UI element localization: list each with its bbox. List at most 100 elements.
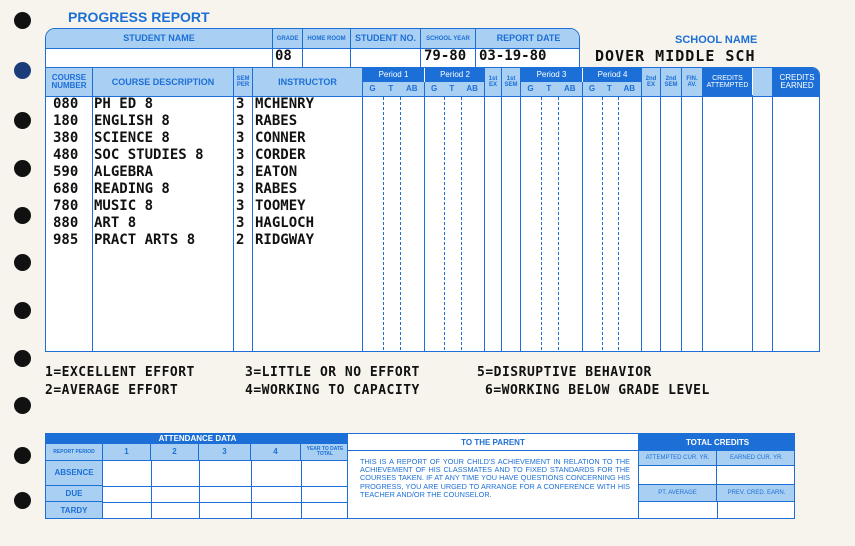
period-3-header: Period 3 [521,68,583,82]
page-title: PROGRESS REPORT [68,9,210,25]
absence-label: ABSENCE [46,461,103,486]
ab-label: AB [466,84,478,93]
honor-header [753,68,773,96]
first-sem-header: 1st SEM [502,68,521,96]
course-description: ALGEBRA [94,164,154,180]
legend-item: 3=LITTLE OR NO EFFORT [245,365,420,380]
course-sem-per: 3 [236,113,245,129]
course-number: 480 [53,147,79,163]
course-sem-per: 3 [236,215,245,231]
punch-hole [14,447,31,464]
instructor-header: INSTRUCTOR [253,68,363,96]
course-number-header: COURSE NUMBER [46,68,93,96]
report-period-label: REPORT PERIOD [46,444,103,461]
first-ex-header: 1st EX [485,68,502,96]
course-description: READING 8 [94,181,170,197]
total-credits-box: TOTAL CREDITS ATTEMPTED CUR. YR. EARNED … [638,433,795,519]
course-sem-per: 3 [236,96,245,112]
punch-hole [14,12,31,29]
period-3-label: 3 [199,444,251,461]
punch-hole [14,62,31,79]
grade-label: GRADE [273,29,303,48]
period-1-subheader: G T AB [363,82,425,96]
course-description: PH ED 8 [94,96,154,112]
course-description: SCIENCE 8 [94,130,170,146]
course-sem-per: 3 [236,181,245,197]
t-label: T [388,84,394,93]
attempted-cur-yr-label: ATTEMPTED CUR. YR. [639,451,717,466]
course-description: MUSIC 8 [94,198,154,214]
t-label: T [546,84,552,93]
course-instructor: RABES [255,113,298,129]
period-1-label: 1 [103,444,151,461]
course-number: 780 [53,198,79,214]
school-name-value: DOVER MIDDLE SCH [595,47,756,65]
course-number: 590 [53,164,79,180]
tardy-label: TARDY [46,502,103,518]
legend-item: 4=WORKING TO CAPACITY [245,383,420,398]
course-number: 180 [53,113,79,129]
student-no-label: STUDENT NO. [351,29,421,48]
punch-hole [14,207,31,224]
attendance-table: ATTENDANCE DATA REPORT PERIOD 1 2 3 4 YE… [45,433,348,519]
punch-hole [14,492,31,509]
report-date-label: REPORT DATE [476,29,579,48]
course-description: PRACT ARTS 8 [94,232,196,248]
course-description: SOC STUDIES 8 [94,147,204,163]
earned-cur-yr-label: EARNED CUR. YR. [717,451,794,466]
t-label: T [606,84,612,93]
course-instructor: EATON [255,164,298,180]
course-sem-per: 3 [236,147,245,163]
course-instructor: TOOMEY [255,198,306,214]
course-sem-per: 3 [236,198,245,214]
course-instructor: RABES [255,181,298,197]
school-name-label: SCHOOL NAME [675,34,758,46]
g-label: G [369,84,376,93]
credits-attempted-header: CREDITS ATTEMPTED [703,68,753,96]
courses-table: COURSE NUMBER COURSE DESCRIPTION SEM PER… [45,67,820,352]
due-label: DUE [46,486,103,502]
course-number: 985 [53,232,79,248]
course-description: ART 8 [94,215,137,231]
sem-per-header: SEM PER [234,68,253,96]
course-instructor: CORDER [255,147,306,163]
course-description: ENGLISH 8 [94,113,170,129]
course-instructor: RIDGWAY [255,232,315,248]
total-credits-title: TOTAL CREDITS [639,434,794,451]
ab-label: AB [564,84,576,93]
ytd-label: YEAR TO DATE TOTAL [301,444,347,461]
t-label: T [449,84,455,93]
course-instructor: MCHENRY [255,96,315,112]
to-the-parent-box: TO THE PARENT THIS IS A REPORT OF YOUR C… [348,433,639,519]
home-room-label: HOME ROOM [303,29,351,48]
home-room-value [303,48,351,67]
fin-av-header: FIN. AV. [682,68,703,96]
student-no-value [351,48,421,67]
period-2-subheader: G T AB [425,82,485,96]
legend-item: 5=DISRUPTIVE BEHAVIOR [477,365,652,380]
second-sem-header: 2nd SEM [661,68,682,96]
school-year-value: 79-80 [421,48,476,67]
prev-cred-earn-label: PREV. CRED. EARN. [717,485,794,502]
student-info-box: STUDENT NAME GRADE HOME ROOM STUDENT NO.… [45,28,580,68]
punch-hole [14,112,31,129]
period-4-subheader: G T AB [583,82,642,96]
legend-item: 1=EXCELLENT EFFORT [45,365,195,380]
ab-label: AB [406,84,418,93]
period-4-header: Period 4 [583,68,642,82]
course-sem-per: 3 [236,164,245,180]
punch-hole [14,397,31,414]
legend-item: 6=WORKING BELOW GRADE LEVEL [485,383,710,398]
g-label: G [588,84,596,93]
course-instructor: HAGLOCH [255,215,315,231]
course-sem-per: 3 [236,130,245,146]
period-1-header: Period 1 [363,68,425,82]
course-number: 080 [53,96,79,112]
period-4-label: 4 [251,444,301,461]
course-sem-per: 2 [236,232,245,248]
course-instructor: CONNER [255,130,306,146]
punch-hole [14,350,31,367]
attempted-cur-yr-value [639,466,717,485]
g-label: G [527,84,534,93]
to-the-parent-title: TO THE PARENT [348,434,638,451]
